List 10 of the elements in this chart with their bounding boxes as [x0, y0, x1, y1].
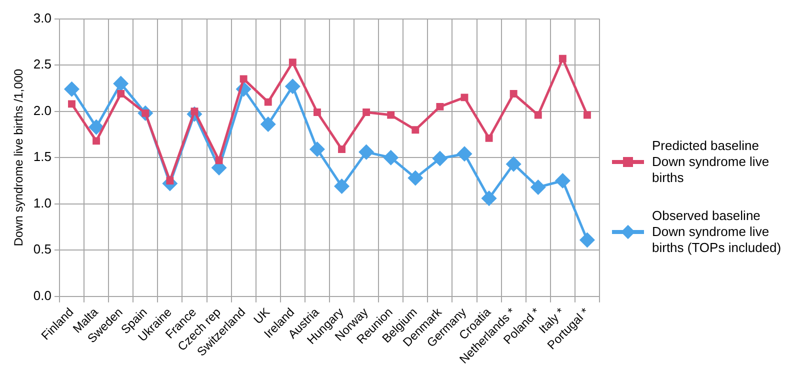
- y-tick-label: 2.0: [33, 102, 52, 118]
- y-axis-title: Down syndrome live births /1,000: [12, 68, 26, 246]
- legend-label: Predicted baseline Down syndrome live births: [652, 138, 770, 186]
- y-tick-label: 0.0: [33, 288, 52, 303]
- y-tick-label: 1.5: [33, 149, 52, 164]
- y-tick-label: 2.5: [33, 56, 52, 72]
- y-tick-label: 3.0: [33, 10, 52, 26]
- y-tick-label: 1.0: [33, 195, 52, 210]
- legend-label: Observed baseline Down syndrome live births (TOPs included): [652, 208, 782, 256]
- y-tick-label: 0.5: [33, 242, 52, 257]
